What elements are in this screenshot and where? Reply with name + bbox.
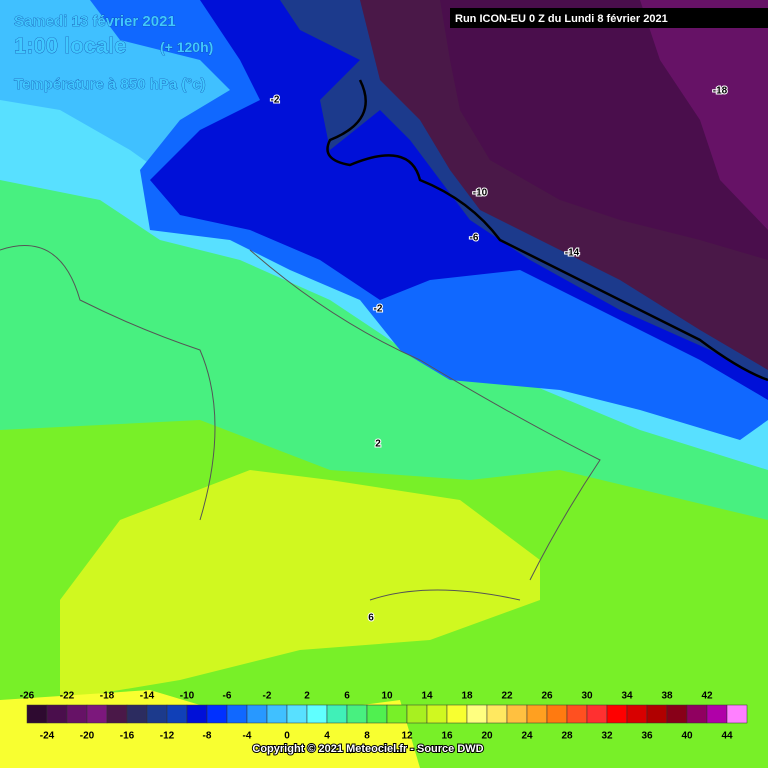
legend-swatch [666,704,688,724]
legend-label-bottom: 0 [284,731,290,742]
legend-label-top: -2 [263,691,272,702]
run-box [450,8,768,28]
legend-swatch [446,704,468,724]
legend-swatch [726,704,748,724]
legend-swatch [386,704,408,724]
legend-label-top: 26 [541,691,553,702]
legend-label-top: 34 [621,691,633,702]
legend-swatch [366,704,388,724]
legend-swatch [646,704,668,724]
legend-label-top: 30 [581,691,593,702]
legend-swatch [226,704,248,724]
legend-swatch [606,704,628,724]
legend-label-top: -10 [180,691,195,702]
legend-label-top: -26 [20,691,35,702]
legend-label-top: -22 [60,691,75,702]
legend-swatch [486,704,508,724]
legend-swatch [246,704,268,724]
legend-swatch [626,704,648,724]
legend-label-bottom: -12 [160,731,175,742]
legend-label-top: 10 [381,691,393,702]
legend-swatch [286,704,308,724]
contour-label: -2 [271,95,280,106]
legend-label-top: 14 [421,691,433,702]
legend-swatch [186,704,208,724]
legend-label-bottom: -24 [40,731,55,742]
legend-swatch [546,704,568,724]
legend-label-bottom: 20 [481,731,493,742]
legend-swatch [566,704,588,724]
legend-swatch [586,704,608,724]
legend-label-top: -18 [100,691,115,702]
legend-label-bottom: 32 [601,731,613,742]
legend-label-bottom: 4 [324,731,330,742]
legend-swatch [346,704,368,724]
legend-swatch [426,704,448,724]
legend-swatch [146,704,168,724]
legend-swatch [706,704,728,724]
legend-swatch [106,704,128,724]
legend-swatch [46,704,68,724]
legend-swatch [686,704,708,724]
contour-label: -14 [565,248,580,259]
legend-label-top: 38 [661,691,673,702]
contour-label: -6 [470,233,479,244]
map-lead: (+ 120h) [160,39,213,55]
map-date: Samedi 13 février 2021 [14,13,176,30]
contour-label: 6 [368,613,374,624]
legend-swatch [266,704,288,724]
legend-label-bottom: 28 [561,731,573,742]
legend-label-bottom: -8 [203,731,212,742]
legend-label-top: 42 [701,691,713,702]
legend-label-top: -6 [223,691,232,702]
legend-swatch [166,704,188,724]
legend-swatch [506,704,528,724]
legend-swatch [26,704,48,724]
legend-swatch [66,704,88,724]
legend-label-top: -14 [140,691,155,702]
legend-swatch [526,704,548,724]
legend-swatch [306,704,328,724]
header: Samedi 13 février 2021 1:00 locale (+ 12… [14,8,768,93]
legend-label-bottom: -16 [120,731,135,742]
map-time: 1:00 locale [14,33,127,58]
legend-label-bottom: 36 [641,731,653,742]
legend-label-bottom: -20 [80,731,95,742]
legend-label-bottom: 8 [364,731,370,742]
legend-label-bottom: 12 [401,731,413,742]
legend-label-bottom: 16 [441,731,453,742]
contour-labels: -2 -18 -10 -6 -14 -2 2 6 [270,85,729,625]
contour-label: -10 [473,188,488,199]
legend-swatch [126,704,148,724]
legend-label-bottom: 40 [681,731,693,742]
legend-swatch [206,704,228,724]
legend-label-bottom: -4 [243,731,252,742]
run-info: Run ICON-EU 0 Z du Lundi 8 février 2021 [455,13,668,25]
color-legend: -26 -22 -18 -14 -10 -6 -2 2 6 10 14 18 22 26 30 34 38 42-… [20,691,748,742]
legend-label-top: 18 [461,691,473,702]
legend-label-top: 22 [501,691,513,702]
legend-label-bottom: 24 [521,731,533,742]
legend-label-bottom: 44 [721,731,733,742]
legend-swatch [326,704,348,724]
legend-swatch [86,704,108,724]
legend-swatch [406,704,428,724]
contour-label: -18 [713,86,728,97]
contour-label: 2 [375,439,381,450]
contour-label: -2 [374,304,383,315]
map-variable: Température à 850 hPa (°c) [14,76,206,93]
copyright: Copyright © 2021 Meteociel.fr - Source D… [252,743,483,755]
legend-swatch [466,704,488,724]
legend-label-top: 6 [344,691,350,702]
legend-label-top: 2 [304,691,310,702]
